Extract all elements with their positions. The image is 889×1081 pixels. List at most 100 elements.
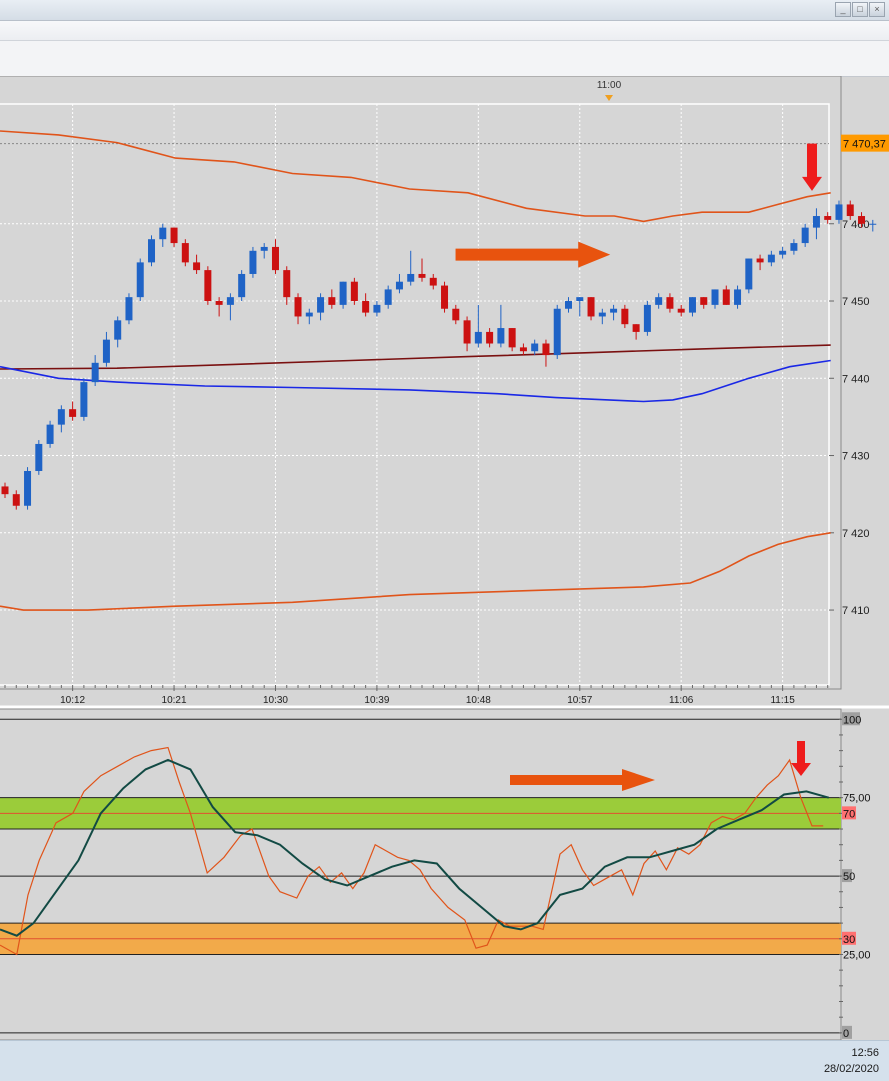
candle-body bbox=[328, 297, 336, 305]
maximize-button[interactable]: □ bbox=[852, 2, 868, 17]
candle-body bbox=[294, 297, 302, 317]
osc-tick-label: 0 bbox=[843, 1028, 849, 1040]
candle-body bbox=[24, 470, 32, 506]
osc-label-box bbox=[842, 869, 852, 883]
candle-body bbox=[632, 324, 640, 332]
candle-body bbox=[621, 308, 629, 325]
candle-body bbox=[148, 239, 156, 263]
candle-body bbox=[497, 328, 505, 344]
candle-body bbox=[519, 347, 527, 352]
clock-time: 12:56 bbox=[851, 1047, 879, 1059]
candle-body bbox=[193, 262, 201, 271]
candle-body bbox=[238, 273, 246, 298]
candle-body bbox=[452, 308, 460, 321]
time-marker-icon bbox=[605, 95, 613, 101]
candle-body bbox=[12, 494, 20, 506]
toolbar-secondary bbox=[0, 41, 889, 77]
candle-body bbox=[553, 308, 561, 356]
candle-body bbox=[790, 243, 798, 251]
system-clock[interactable]: 12:56 28/02/2020 bbox=[824, 1045, 879, 1077]
candle-body bbox=[700, 297, 708, 305]
candle-body bbox=[474, 331, 482, 344]
candle-body bbox=[418, 273, 426, 278]
current-price-badge bbox=[841, 134, 889, 152]
stochastic-k-line bbox=[0, 746, 824, 956]
candle-body bbox=[655, 297, 663, 305]
osc-tick-label: 50 bbox=[843, 871, 855, 883]
price-tick-label: 7 430 bbox=[842, 451, 870, 463]
toolbar-top bbox=[0, 21, 889, 41]
time-tick-label: 11:06 bbox=[669, 695, 694, 706]
minimize-button[interactable]: _ bbox=[835, 2, 851, 17]
candle-body bbox=[531, 343, 539, 352]
candle-body bbox=[643, 304, 651, 332]
clock-date: 28/02/2020 bbox=[823, 1063, 879, 1075]
osc-label-highlight bbox=[842, 806, 856, 820]
candle-body bbox=[598, 312, 606, 317]
candle-body bbox=[226, 297, 234, 305]
price-tick-label: 7 460 bbox=[842, 219, 870, 231]
candle-body bbox=[677, 308, 685, 313]
candle-body bbox=[159, 227, 167, 240]
osc-tick-label: 75,00 bbox=[843, 793, 871, 805]
candle-body bbox=[102, 339, 110, 363]
stochastic-d-line bbox=[0, 758, 830, 937]
candle-body bbox=[317, 297, 325, 313]
osc-arrow-down-icon bbox=[791, 741, 811, 776]
candle-body bbox=[136, 262, 144, 298]
time-tick-label: 10:21 bbox=[162, 695, 187, 706]
bollinger-lower-line bbox=[0, 532, 831, 611]
candle-body bbox=[260, 246, 268, 251]
candle-body bbox=[271, 246, 279, 271]
candle-body bbox=[824, 216, 832, 220]
price-tick-label: 7 450 bbox=[842, 296, 870, 308]
moving-average-line bbox=[0, 344, 831, 370]
candle-body bbox=[587, 297, 595, 317]
osc-tick-label: 100 bbox=[843, 714, 861, 726]
candle-body bbox=[576, 297, 584, 302]
price-tick-label: 7 440 bbox=[842, 373, 870, 385]
candle-body bbox=[204, 270, 212, 302]
candle-body bbox=[779, 250, 787, 255]
candle-body bbox=[362, 301, 370, 313]
candle-body bbox=[305, 312, 313, 317]
candle-body bbox=[734, 289, 742, 305]
arrow-down-icon bbox=[802, 143, 822, 191]
time-tick-label: 10:48 bbox=[466, 695, 491, 706]
osc-pane-frame bbox=[0, 708, 842, 1040]
candle-body bbox=[170, 227, 178, 244]
candle-body bbox=[395, 281, 403, 290]
candle-body bbox=[215, 301, 223, 305]
time-tick-label: 11:15 bbox=[770, 695, 795, 706]
time-tick-label: 10:39 bbox=[364, 695, 389, 706]
osc-tick-label: 70 bbox=[843, 808, 855, 820]
osc-label-box bbox=[842, 1025, 852, 1039]
taskbar: 12:56 28/02/2020 bbox=[0, 1040, 889, 1081]
close-button[interactable]: × bbox=[869, 2, 885, 17]
price-pane: 11:00 7 460 7 450 7 440 7 430 7 420 7 410 10:12… bbox=[0, 76, 889, 706]
bollinger-middle-line bbox=[0, 359, 831, 403]
candle-body bbox=[508, 328, 516, 348]
current-price-label: 7 470,37 bbox=[843, 139, 886, 151]
price-tick-label: 7 420 bbox=[842, 528, 870, 540]
window-titlebar: _ □ × bbox=[0, 0, 889, 21]
candle-body bbox=[711, 289, 719, 305]
chart-area: 11:00 7 460 7 450 7 440 7 430 7 420 7 410 10:12… bbox=[0, 76, 889, 1040]
candle-body bbox=[57, 409, 65, 425]
osc-label-highlight bbox=[842, 931, 856, 945]
window-controls: _ □ × bbox=[835, 2, 885, 17]
oscillator-pane: 100 75,00 70 50 30 25,00 0 bbox=[0, 705, 889, 1040]
candle-body bbox=[463, 320, 471, 344]
candle-body bbox=[283, 270, 291, 298]
candle-body bbox=[565, 301, 572, 309]
candle-body bbox=[812, 216, 820, 228]
candle-body bbox=[80, 382, 88, 417]
candle-body bbox=[350, 281, 358, 302]
osc-tick-label: 30 bbox=[843, 934, 855, 946]
candle-body bbox=[869, 223, 877, 225]
time-tick-label: 10:57 bbox=[567, 695, 592, 706]
candle-body bbox=[858, 216, 866, 224]
candle-body bbox=[373, 304, 381, 313]
candle-body bbox=[486, 331, 494, 344]
candle-body bbox=[846, 204, 854, 217]
